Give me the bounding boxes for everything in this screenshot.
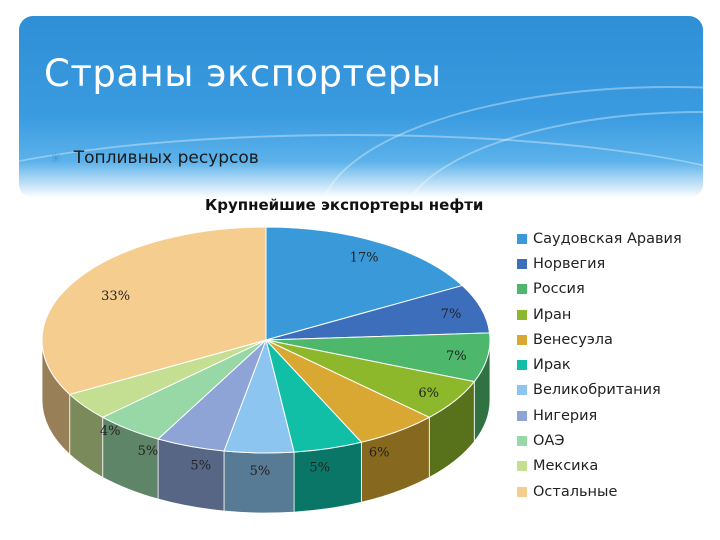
asterisk-bullet-icon: ✳ [50,151,62,167]
legend-swatch [517,334,527,345]
bullet-text: Топливных ресурсов [73,148,259,168]
legend-label: Великобритания [533,382,661,399]
legend-swatch [517,410,527,421]
slice-10-top [41,226,267,395]
legend-swatch [517,385,527,396]
slice-0-value-label: 17% [350,250,379,265]
legend-item: Остальные [517,479,682,504]
chart-legend: Саудовская Аравия Норвегия Россия Иран Венес… [517,226,682,504]
legend-item: Нигерия [517,403,682,428]
legend-item: ОАЭ [517,428,682,453]
legend-label: Ирак [533,357,571,374]
slide-title: Страны экспортеры [44,52,442,95]
legend-swatch [517,486,527,497]
legend-item: Ирак [517,352,682,377]
legend-swatch [517,284,527,295]
legend-label: Иран [533,306,572,323]
slice-1-value-label: 7% [441,307,462,322]
legend-label: ОАЭ [533,433,565,450]
legend-label: Саудовская Аравия [533,230,682,247]
legend-label: Остальные [533,483,618,500]
legend-item: Великобритания [517,378,682,403]
chart-title: Крупнейшие экспортеры нефти [205,196,484,214]
legend-label: Нигерия [533,407,598,424]
slice-3-value-label: 6% [418,386,439,401]
legend-label: Россия [533,281,585,298]
slice-5-value-label: 5% [309,460,330,475]
slice-7-value-label: 5% [190,458,211,473]
slice-0-top [265,226,464,341]
slice-6-value-label: 5% [250,464,271,479]
legend-swatch [517,461,527,472]
legend-item: Мексика [517,454,682,479]
legend-item: Россия [517,277,682,302]
legend-item: Норвегия [517,251,682,276]
slice-8-value-label: 5% [138,444,159,459]
slice-10-value-label: 33% [101,289,130,304]
bullet-item: ✳ Топливных ресурсов [50,148,259,168]
legend-item: Саудовская Аравия [517,226,682,251]
legend-swatch [517,309,527,320]
legend-swatch [517,360,527,371]
legend-label: Венесуэла [533,331,613,348]
legend-swatch [517,233,527,244]
slice-4-value-label: 6% [369,446,390,461]
legend-label: Норвегия [533,255,606,272]
legend-item: Иран [517,302,682,327]
slice-9-value-label: 4% [100,424,121,439]
slice-2-value-label: 7% [446,349,467,364]
legend-label: Мексика [533,458,599,475]
legend-swatch [517,436,527,447]
title-banner [19,16,703,198]
legend-swatch [517,258,527,269]
legend-item: Венесуэла [517,327,682,352]
slice-6-side [223,450,295,514]
slice-5-side [293,441,362,513]
